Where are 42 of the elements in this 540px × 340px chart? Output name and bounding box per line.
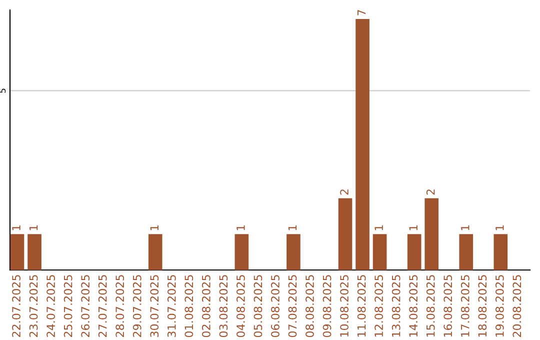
- data-label: 1: [236, 225, 245, 230]
- x-tick-label: 29.07.2025: [132, 275, 142, 337]
- x-tick-label: 08.08.2025: [306, 275, 314, 338]
- x-tick-label: 19.08.2025: [495, 275, 504, 337]
- data-label: 1: [496, 225, 504, 230]
- x-tick-label: 15.08.2025: [426, 275, 435, 337]
- x-tick-label: 13.08.2025: [392, 275, 400, 337]
- data-label: 7: [358, 10, 366, 16]
- x-tick-label: 30.07.2025: [150, 275, 159, 337]
- x-tick-label: 02.08.2025: [202, 275, 210, 338]
- data-label: 1: [288, 225, 297, 230]
- data-label: 1: [461, 225, 470, 230]
- x-tick-label: 05.08.2025: [254, 275, 262, 338]
- x-tick-label: 25.07.2025: [64, 275, 72, 337]
- x-tick-label: 01.08.2025: [184, 275, 194, 338]
- x-tick-label: 28.07.2025: [116, 275, 124, 337]
- x-tick-label: 07.08.2025: [288, 275, 297, 338]
- x-tick-label: 03.08.2025: [219, 275, 228, 338]
- x-tick-label: 06.08.2025: [271, 275, 280, 338]
- x-tick-label: 24.07.2025: [46, 275, 56, 337]
- data-label: 1: [409, 225, 418, 230]
- x-tick-label: 18.08.2025: [478, 275, 487, 337]
- x-tick-label: 16.08.2025: [444, 275, 452, 337]
- x-tick-label: 09.08.2025: [322, 275, 332, 338]
- x-tick-label: 10.08.2025: [340, 275, 348, 337]
- x-tick-label: 23.07.2025: [29, 275, 38, 337]
- x-tick-label: 11.08.2025: [357, 275, 366, 337]
- data-label: 2: [426, 190, 435, 195]
- x-tick-label: 04.08.2025: [236, 275, 245, 338]
- data-label: 1: [150, 225, 158, 230]
- x-tick-label: 22.07.2025: [12, 275, 20, 337]
- x-tick-label: 12.08.2025: [374, 275, 384, 337]
- data-label: 1: [374, 225, 383, 230]
- x-tick-label: 14.08.2025: [409, 275, 418, 337]
- data-label: 1: [29, 225, 38, 230]
- x-tick-label: 31.07.2025: [167, 275, 176, 337]
- x-tick-label: 27.07.2025: [98, 275, 107, 337]
- x-tick-label: 26.07.2025: [81, 275, 90, 337]
- data-label: 1: [12, 225, 20, 230]
- data-label: 2: [340, 190, 348, 195]
- x-tick-label: 17.08.2025: [460, 275, 470, 337]
- x-tick-label: 20.08.2025: [512, 275, 522, 337]
